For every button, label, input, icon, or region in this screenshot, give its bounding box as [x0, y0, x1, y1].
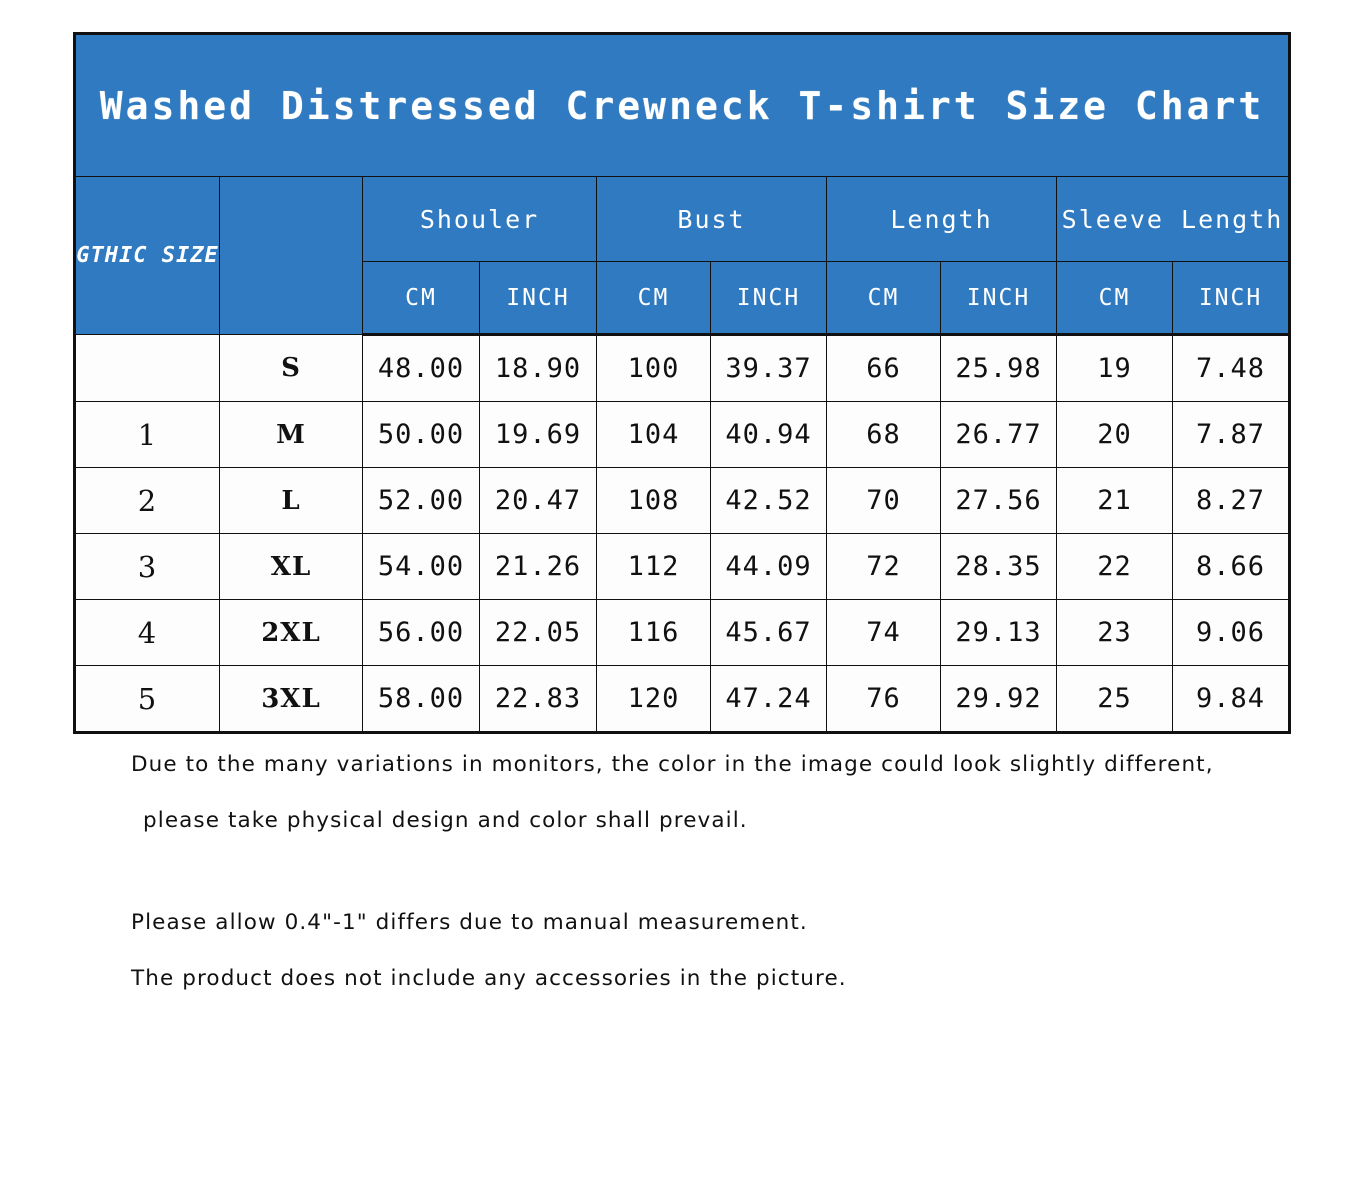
cell-sleeve-inch: 7.87 — [1171, 401, 1291, 468]
cell-sleeve-cm: 23 — [1056, 599, 1173, 666]
cell-length-inch: 29.13 — [940, 599, 1057, 666]
table-row: 1 M 50.00 19.69 104 40.94 68 26.77 20 7.… — [74, 401, 1291, 468]
chart-title-row: Washed Distressed Crewneck T-shirt Size … — [73, 33, 1291, 177]
row-index — [74, 334, 220, 402]
cell-sleeve-inch: 8.66 — [1171, 533, 1291, 600]
cell-sleeve-cm: 20 — [1056, 401, 1173, 468]
cell-sleeve-inch: 8.27 — [1171, 467, 1291, 534]
header-bust-inch: INCH — [710, 261, 827, 336]
table-row: 2 L 52.00 20.47 108 42.52 70 27.56 21 8.… — [74, 467, 1291, 534]
cell-sleeve-cm: 19 — [1056, 334, 1173, 402]
cell-length-cm: 70 — [826, 467, 941, 534]
row-size-label: S — [219, 334, 363, 402]
cell-sleeve-cm: 25 — [1056, 665, 1173, 733]
brand-size-label: GTHIC SIZE — [74, 176, 220, 335]
table-row: 3 XL 54.00 21.26 112 44.09 72 28.35 22 8… — [74, 533, 1291, 600]
header-length-inch: INCH — [940, 261, 1057, 336]
note-line: Please allow 0.4"-1" differs due to manu… — [131, 910, 808, 935]
cell-shoulder-cm: 58.00 — [362, 665, 480, 733]
cell-length-inch: 27.56 — [940, 467, 1057, 534]
cell-bust-inch: 39.37 — [710, 334, 827, 402]
row-index: 3 — [74, 533, 220, 600]
cell-bust-inch: 47.24 — [710, 665, 827, 733]
cell-bust-cm: 100 — [596, 334, 711, 402]
page-title: Washed Distressed Crewneck T-shirt Size … — [73, 33, 1291, 177]
row-size-label: M — [219, 401, 363, 468]
cell-bust-inch: 44.09 — [710, 533, 827, 600]
row-size-label: L — [219, 467, 363, 534]
row-index: 2 — [74, 467, 220, 534]
cell-bust-cm: 104 — [596, 401, 711, 468]
cell-shoulder-cm: 48.00 — [362, 334, 480, 402]
cell-sleeve-cm: 22 — [1056, 533, 1173, 600]
header-unit-row: CM INCH CM INCH CM INCH CM INCH — [75, 261, 1291, 336]
header-shoulder-inch: INCH — [479, 261, 597, 336]
cell-shoulder-cm: 56.00 — [362, 599, 480, 666]
table-row: 4 2XL 56.00 22.05 116 45.67 74 29.13 23 … — [74, 599, 1291, 666]
cell-length-inch: 29.92 — [940, 665, 1057, 733]
header-length-cm: CM — [826, 261, 941, 336]
cell-sleeve-inch: 9.84 — [1171, 665, 1291, 733]
cell-bust-cm: 112 — [596, 533, 711, 600]
row-size-label: 2XL — [219, 599, 363, 666]
cell-length-inch: 25.98 — [940, 334, 1057, 402]
header-sleeve-length: Sleeve Length — [1055, 176, 1291, 262]
table-row: 5 3XL 58.00 22.83 120 47.24 76 29.92 25 … — [74, 665, 1291, 733]
cell-shoulder-inch: 18.90 — [479, 334, 597, 402]
cell-bust-cm: 120 — [596, 665, 711, 733]
note-block-monitor-color: Due to the many variations in monitors, … — [131, 748, 1291, 838]
cell-sleeve-inch: 7.48 — [1171, 334, 1291, 402]
header-length: Length — [826, 176, 1057, 262]
cell-bust-cm: 116 — [596, 599, 711, 666]
header-group-row: GTHIC SIZE Shouler Bust Length Sleeve Le… — [74, 176, 1291, 335]
cell-shoulder-cm: 50.00 — [362, 401, 480, 468]
cell-shoulder-cm: 52.00 — [362, 467, 480, 534]
cell-shoulder-inch: 20.47 — [479, 467, 597, 534]
row-size-label: 3XL — [219, 665, 363, 733]
cell-length-cm: 76 — [826, 665, 941, 733]
disclaimer-notes: Due to the many variations in monitors, … — [131, 748, 1291, 996]
row-index: 1 — [74, 401, 220, 468]
cell-sleeve-inch: 9.06 — [1171, 599, 1291, 666]
cell-length-inch: 26.77 — [940, 401, 1057, 468]
cell-length-cm: 72 — [826, 533, 941, 600]
cell-shoulder-cm: 54.00 — [362, 533, 480, 600]
cell-bust-inch: 45.67 — [710, 599, 827, 666]
cell-length-inch: 28.35 — [940, 533, 1057, 600]
cell-shoulder-inch: 19.69 — [479, 401, 597, 468]
size-chart-table-container: Washed Distressed Crewneck T-shirt Size … — [73, 32, 1292, 734]
cell-bust-inch: 42.52 — [710, 467, 827, 534]
cell-shoulder-inch: 21.26 — [479, 533, 597, 600]
size-column-header — [219, 176, 363, 335]
cell-length-cm: 68 — [826, 401, 941, 468]
cell-shoulder-inch: 22.83 — [479, 665, 597, 733]
note-block-measurement: Please allow 0.4"-1" differs due to manu… — [131, 906, 1291, 996]
cell-bust-inch: 40.94 — [710, 401, 827, 468]
note-line: please take physical design and color sh… — [143, 808, 748, 833]
cell-bust-cm: 108 — [596, 467, 711, 534]
row-size-label: XL — [219, 533, 363, 600]
cell-length-cm: 74 — [826, 599, 941, 666]
row-index: 4 — [74, 599, 220, 666]
table-row: S 48.00 18.90 100 39.37 66 25.98 19 7.48 — [74, 334, 1291, 402]
header-bust-cm: CM — [596, 261, 711, 336]
cell-sleeve-cm: 21 — [1056, 467, 1173, 534]
note-line: The product does not include any accesso… — [131, 966, 847, 991]
size-chart-table: Washed Distressed Crewneck T-shirt Size … — [73, 32, 1292, 734]
header-shoulder-cm: CM — [362, 261, 480, 336]
header-sleeve-inch: INCH — [1171, 261, 1291, 336]
header-shoulder: Shouler — [362, 176, 597, 262]
cell-length-cm: 66 — [826, 334, 941, 402]
note-line: Due to the many variations in monitors, … — [131, 752, 1214, 777]
header-bust: Bust — [596, 176, 827, 262]
cell-shoulder-inch: 22.05 — [479, 599, 597, 666]
row-index: 5 — [74, 665, 220, 733]
header-sleeve-cm: CM — [1056, 261, 1173, 336]
